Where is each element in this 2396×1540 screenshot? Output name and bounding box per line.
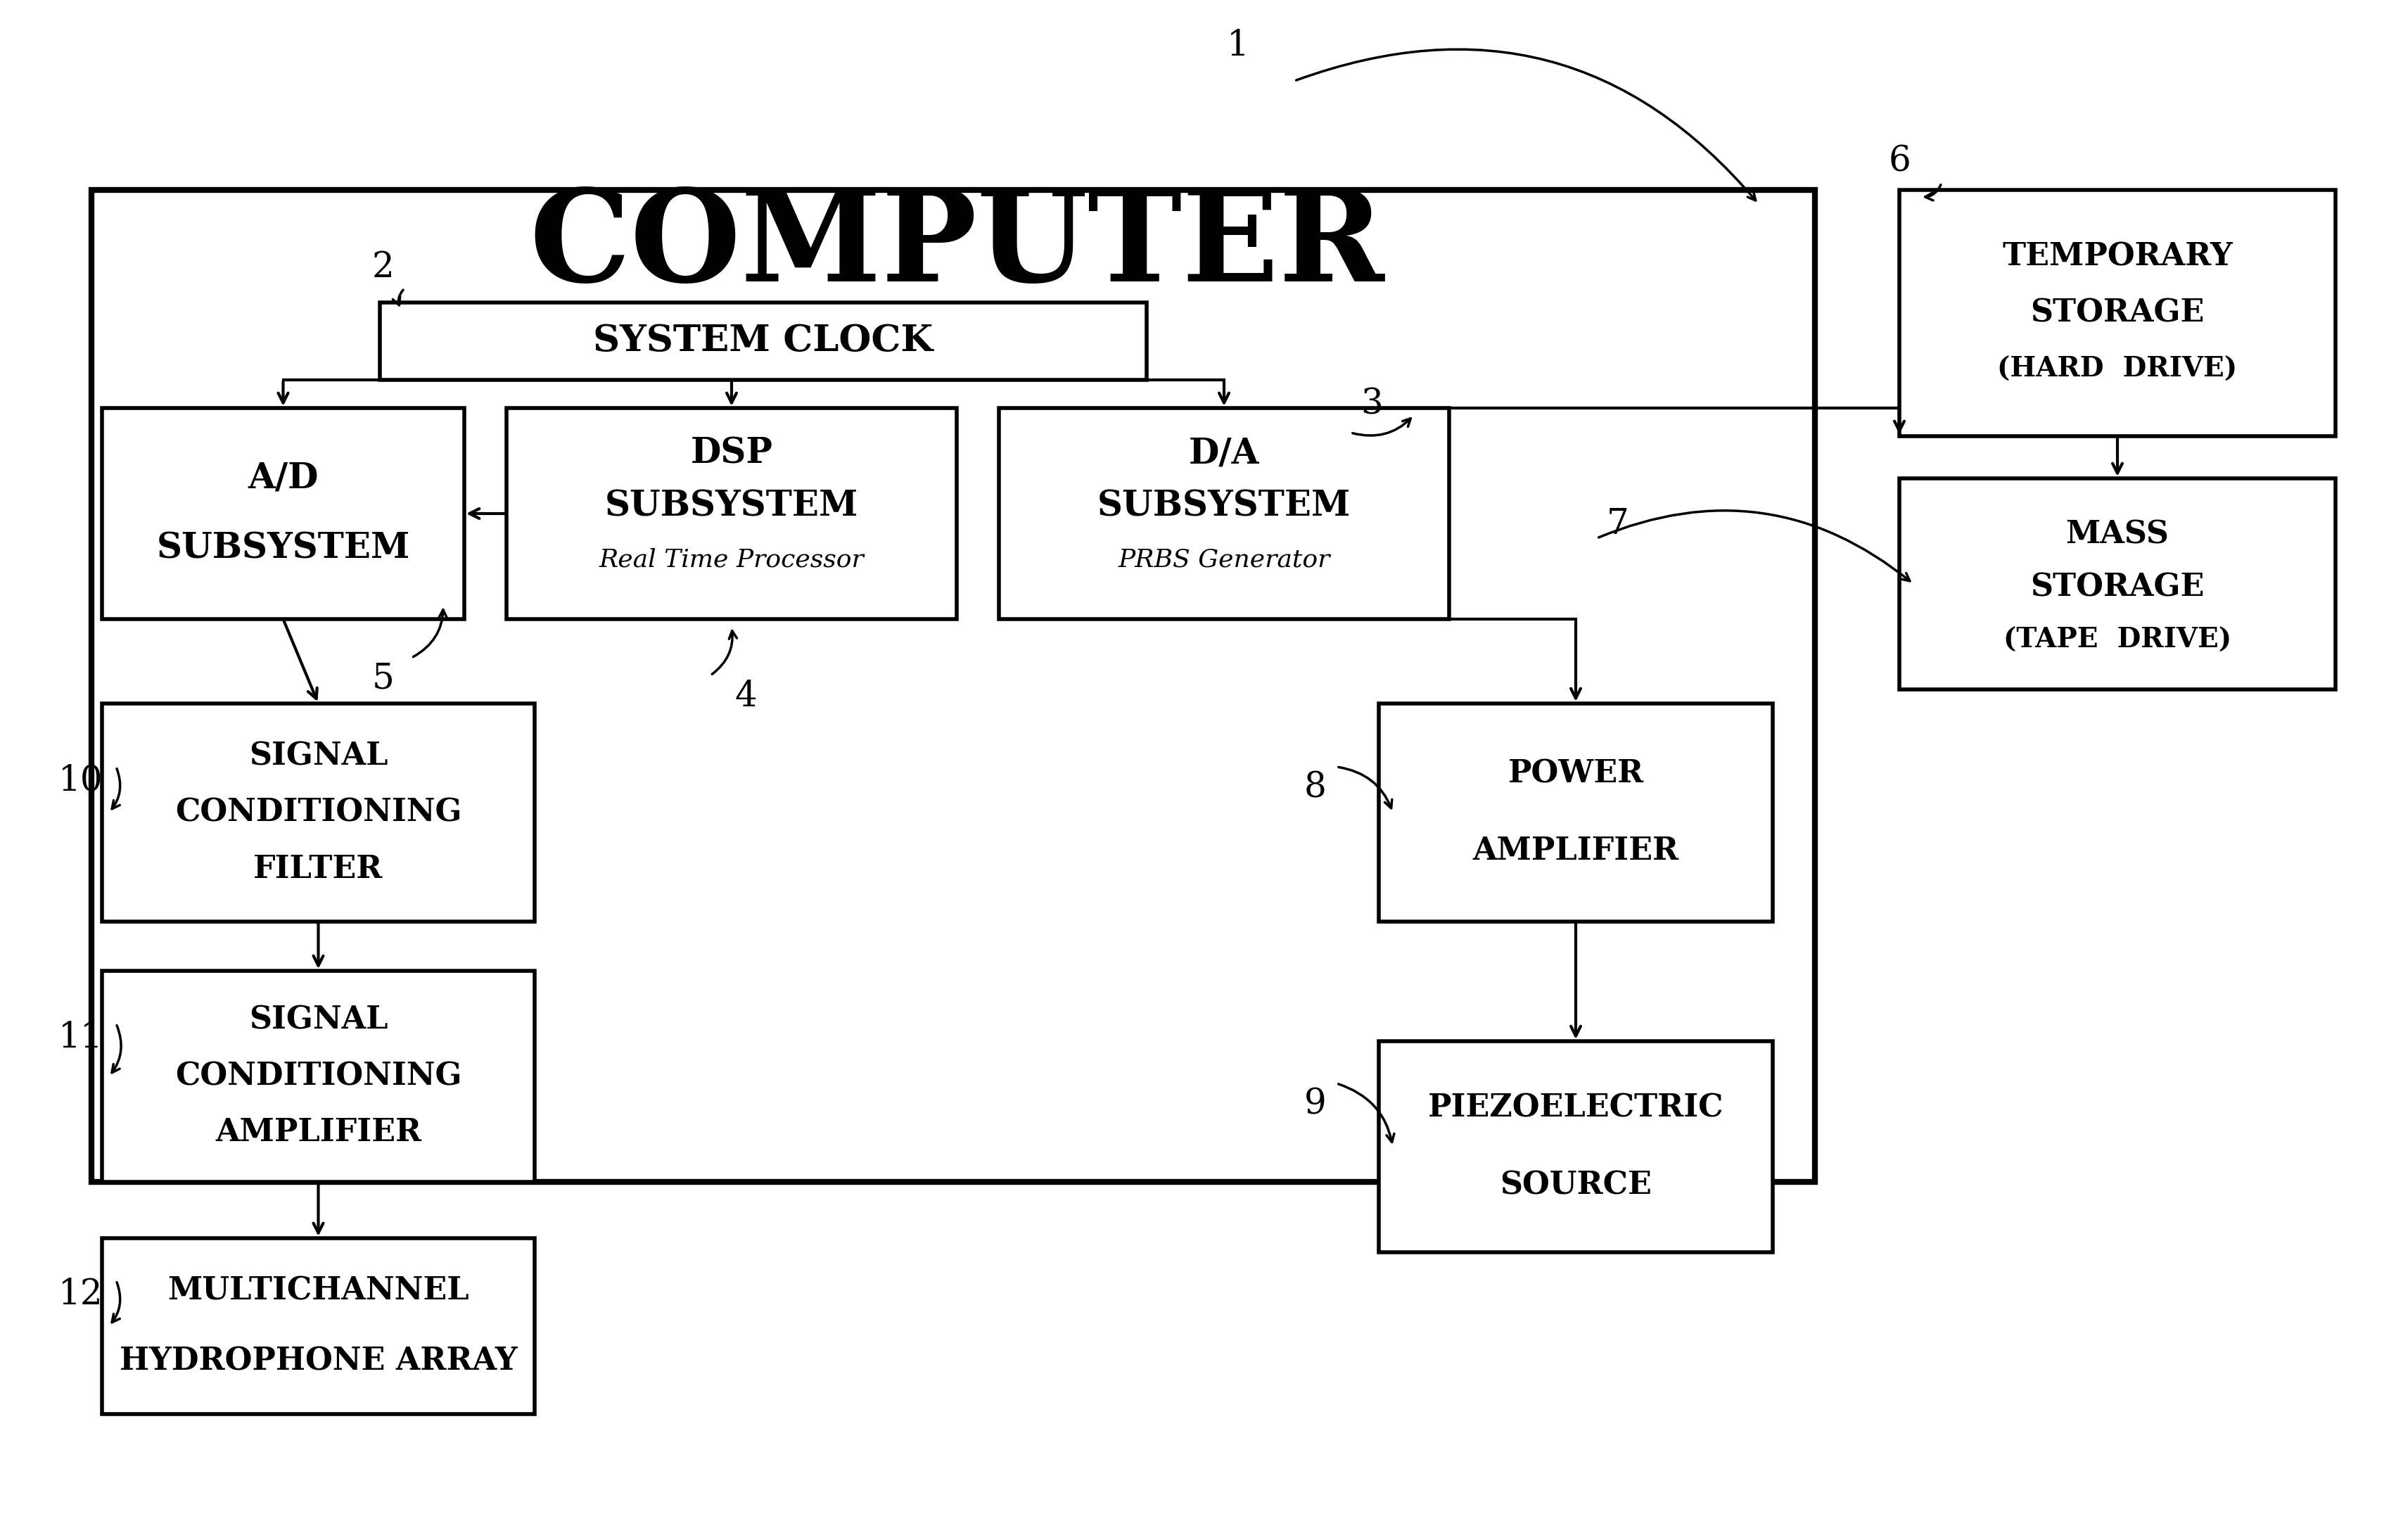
Bar [506,408,956,619]
Bar [999,408,1450,619]
Bar [1900,189,2336,436]
Text: PIEZOELECTRIC: PIEZOELECTRIC [1428,1093,1723,1123]
Text: SIGNAL: SIGNAL [249,741,388,772]
Bar [1378,704,1773,921]
Text: CONDITIONING: CONDITIONING [175,798,462,827]
Bar [103,1238,534,1414]
Bar [103,408,465,619]
Text: 9: 9 [1303,1087,1327,1123]
Text: FILTER: FILTER [254,853,383,884]
Text: SUBSYSTEM: SUBSYSTEM [1097,490,1351,524]
Text: AMPLIFIER: AMPLIFIER [216,1118,422,1147]
Text: 4: 4 [736,679,757,715]
Text: SUBSYSTEM: SUBSYSTEM [156,531,410,567]
Text: MULTICHANNEL: MULTICHANNEL [168,1275,470,1306]
Text: 10: 10 [58,764,103,798]
Bar [1378,1041,1773,1252]
Text: COMPUTER: COMPUTER [530,185,1385,308]
Text: PRBS Generator: PRBS Generator [1119,547,1330,571]
Text: A/D: A/D [247,460,319,496]
Bar [103,704,534,921]
Text: STORAGE: STORAGE [2029,297,2204,328]
Text: (TAPE  DRIVE): (TAPE DRIVE) [2003,627,2231,653]
Text: AMPLIFIER: AMPLIFIER [1474,836,1680,867]
Text: MASS: MASS [2065,519,2168,550]
Text: SUBSYSTEM: SUBSYSTEM [604,490,858,524]
Text: POWER: POWER [1507,759,1644,788]
Text: SYSTEM CLOCK: SYSTEM CLOCK [594,323,932,359]
Text: DSP: DSP [690,436,774,471]
Text: STORAGE: STORAGE [2029,573,2204,602]
Text: D/A: D/A [1188,436,1260,471]
Text: 3: 3 [1361,387,1382,422]
Text: 5: 5 [371,662,395,696]
Bar [103,970,534,1181]
Text: 1: 1 [1227,28,1248,63]
Text: 7: 7 [1608,507,1629,542]
Text: 6: 6 [1888,145,1910,179]
Text: Real Time Processor: Real Time Processor [599,547,865,571]
Bar [1900,479,2336,690]
Text: 8: 8 [1303,770,1327,805]
Text: HYDROPHONE ARRAY: HYDROPHONE ARRAY [120,1346,518,1377]
Bar [381,302,1148,380]
Text: 12: 12 [58,1277,103,1312]
Text: 2: 2 [371,249,395,285]
Text: 11: 11 [58,1021,103,1055]
Text: SIGNAL: SIGNAL [249,1006,388,1035]
Bar [91,189,1814,1181]
Text: TEMPORARY: TEMPORARY [2003,242,2233,273]
Text: CONDITIONING: CONDITIONING [175,1061,462,1092]
Text: SOURCE: SOURCE [1500,1170,1651,1201]
Text: (HARD  DRIVE): (HARD DRIVE) [1998,356,2238,383]
